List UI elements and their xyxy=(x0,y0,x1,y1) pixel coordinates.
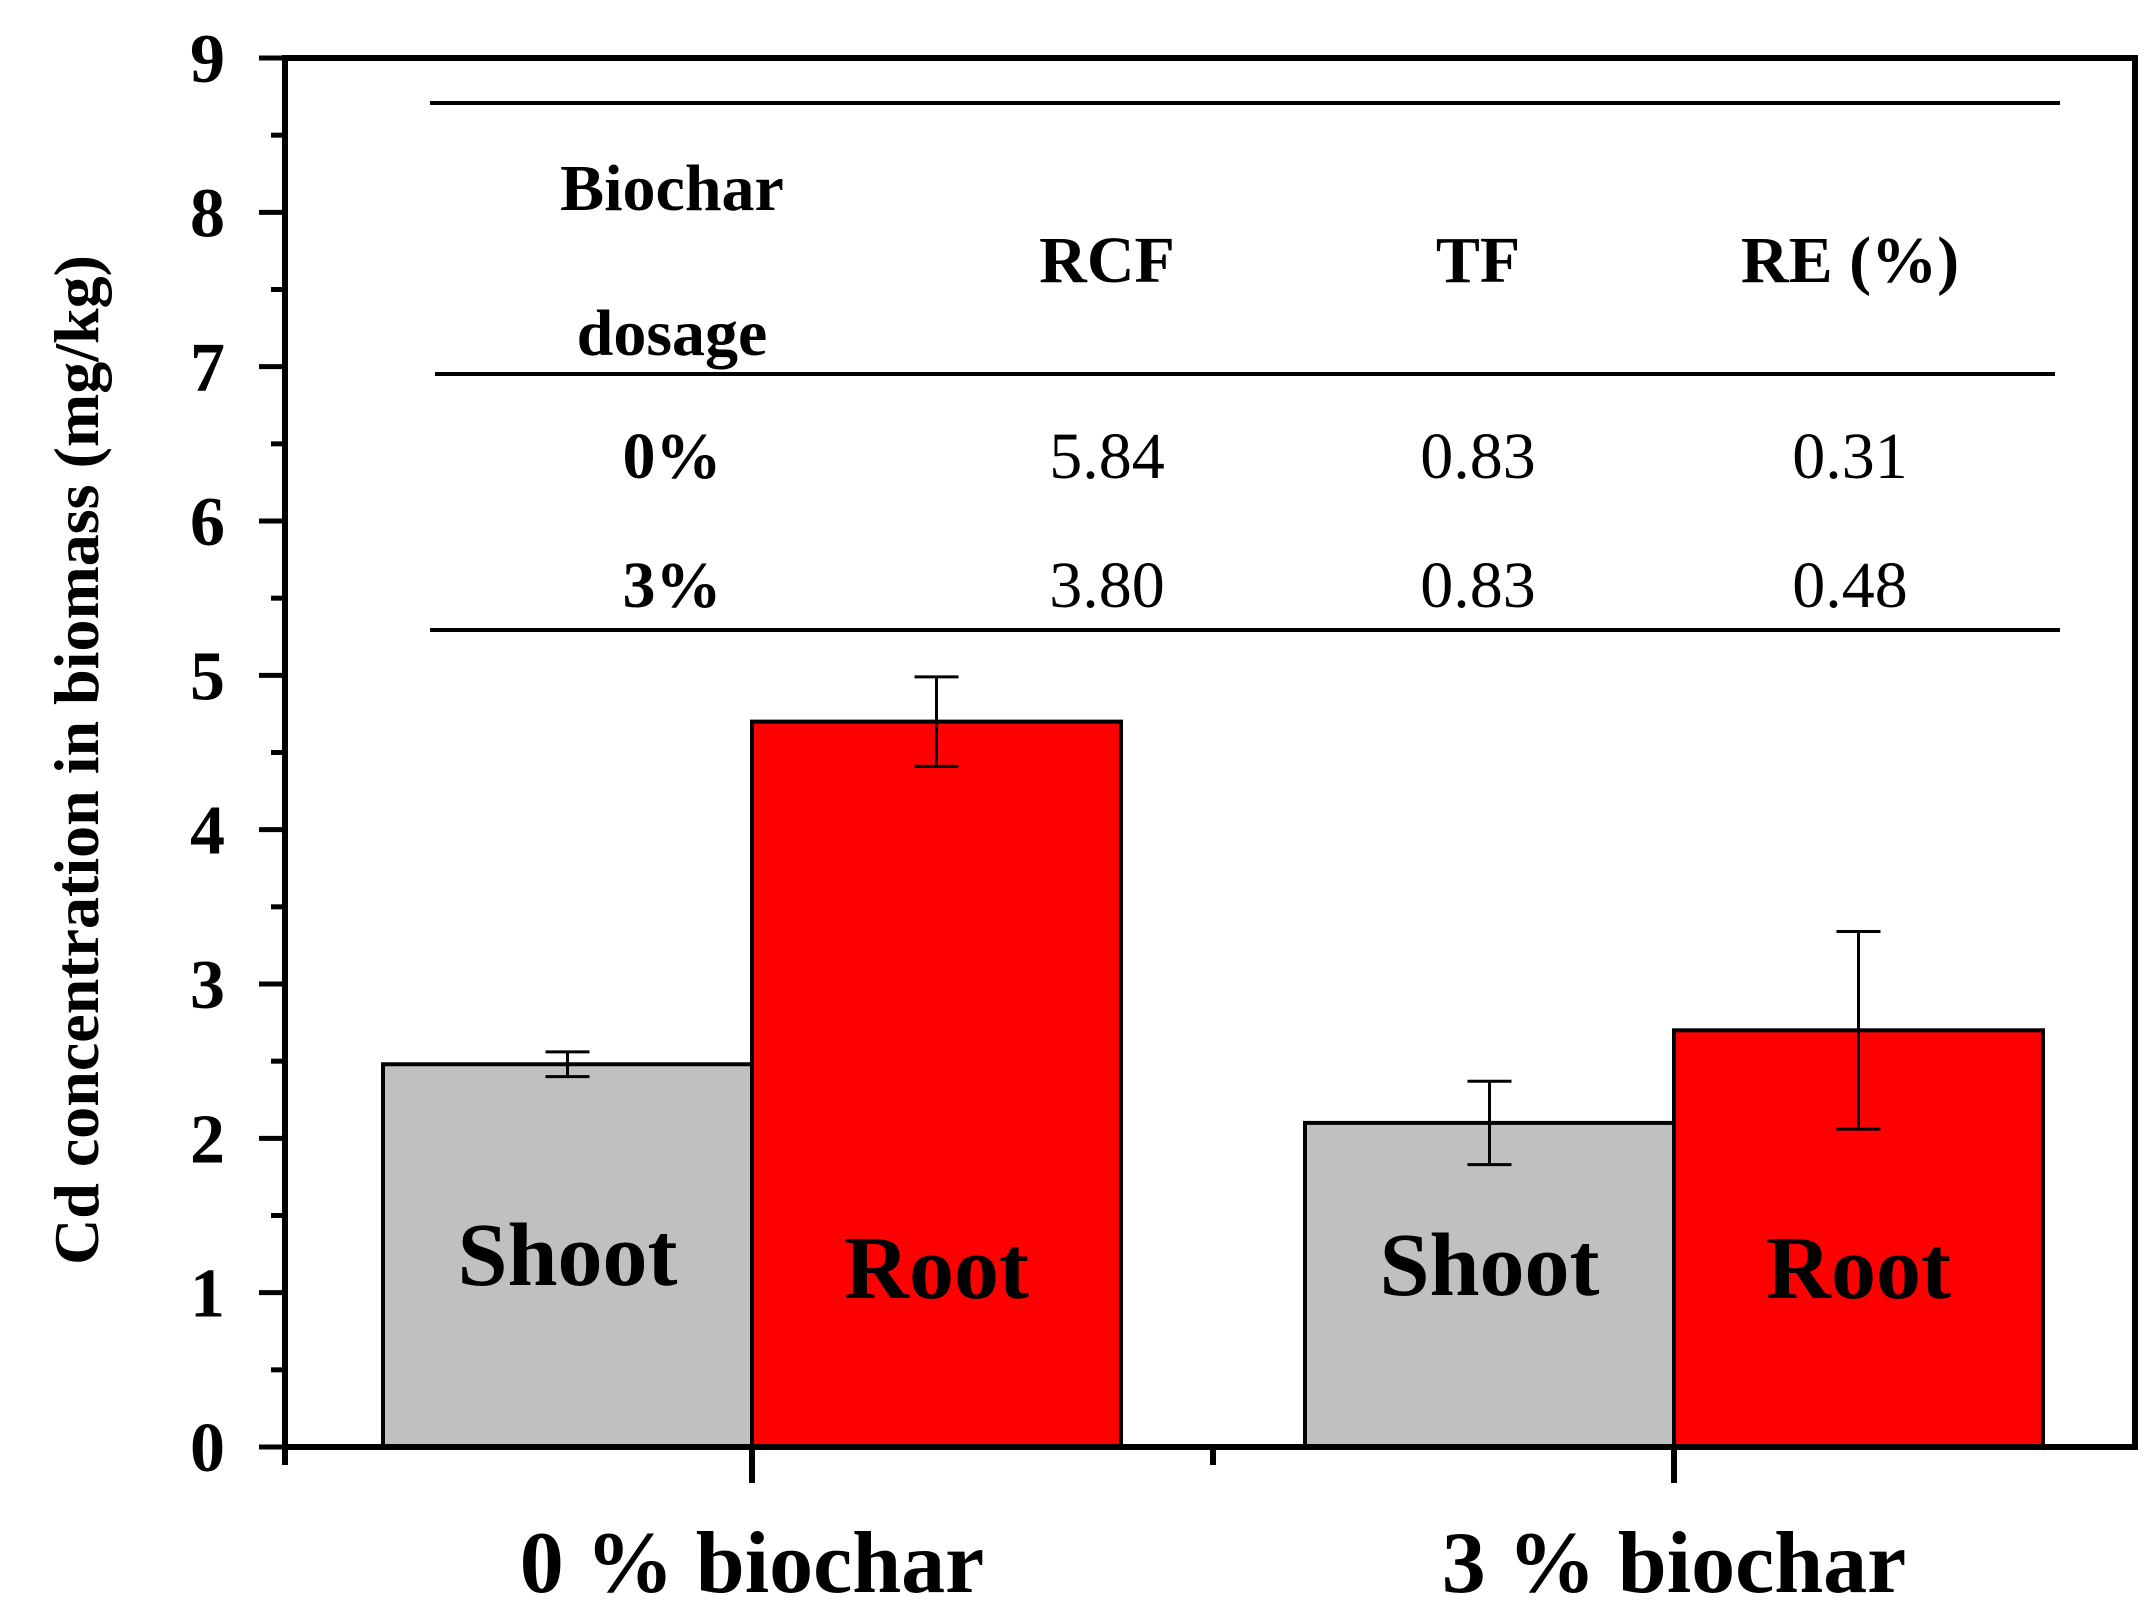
y-tick-label-1: 1 xyxy=(190,1256,225,1333)
inset-table: Biochar dosage RCF TF RE (%) 0% 5.84 0.8… xyxy=(430,101,2060,632)
table-row-0-dosage: 0% xyxy=(623,420,722,493)
y-tick-label-9: 9 xyxy=(190,21,225,98)
table-header-dosage: dosage xyxy=(577,297,768,370)
y-tick-label-2: 2 xyxy=(190,1101,225,1178)
table-header-rcf: RCF xyxy=(1039,224,1175,297)
table-row-1-dosage: 3% xyxy=(623,549,722,622)
y-tick-label-8: 8 xyxy=(190,175,225,252)
bar-root-0 xyxy=(750,719,1123,1449)
table-row-1-tf: 0.83 xyxy=(1420,549,1536,622)
table-row-0-tf: 0.83 xyxy=(1420,420,1536,493)
error-bar-root-1 xyxy=(1836,930,1881,1131)
bar-shoot-0 xyxy=(381,1062,754,1449)
x-tick-labels: 0 % biochar 3 % biochar xyxy=(520,1515,1906,1612)
error-bar-shoot-1 xyxy=(1467,1079,1512,1167)
table-header-biochar: Biochar xyxy=(560,152,784,225)
x-tick-label-1: 3 % biochar xyxy=(1442,1515,1906,1612)
y-tick-label-5: 5 xyxy=(190,638,225,715)
error-bar-shoot-0 xyxy=(545,1050,590,1079)
table-row-1-rcf: 3.80 xyxy=(1049,549,1165,622)
y-tick-label-4: 4 xyxy=(190,793,225,870)
bar-shoot-1 xyxy=(1303,1120,1676,1450)
table-row-1-re: 0.48 xyxy=(1792,549,1908,622)
table-row-0-rcf: 5.84 xyxy=(1049,420,1165,493)
y-tick-label-7: 7 xyxy=(190,330,225,407)
bar-label-shoot-0: Shoot xyxy=(457,1206,677,1305)
y-tick-label-3: 3 xyxy=(190,947,225,1024)
bar-labels: Shoot Root Shoot Root xyxy=(457,1206,1951,1318)
table-header-re: RE (%) xyxy=(1741,224,1959,297)
y-axis-title: Cd concentration in biomass (mg/kg) xyxy=(41,255,112,1265)
bar-label-root-0: Root xyxy=(844,1219,1029,1318)
bar-label-root-1: Root xyxy=(1766,1219,1951,1318)
table-header-tf: TF xyxy=(1436,224,1520,297)
table-row-0-re: 0.31 xyxy=(1792,420,1908,493)
bar-label-shoot-1: Shoot xyxy=(1379,1216,1599,1315)
error-bar-root-0 xyxy=(914,675,959,768)
x-tick-label-0: 0 % biochar xyxy=(520,1515,984,1612)
error-bars xyxy=(545,675,1881,1167)
bars-layer xyxy=(381,719,2045,1450)
y-tick-label-6: 6 xyxy=(190,484,225,561)
y-tick-label-0: 0 xyxy=(190,1410,225,1487)
axes xyxy=(259,55,1677,1483)
y-tick-labels: 0 1 2 3 4 5 6 7 8 9 xyxy=(190,21,225,1487)
